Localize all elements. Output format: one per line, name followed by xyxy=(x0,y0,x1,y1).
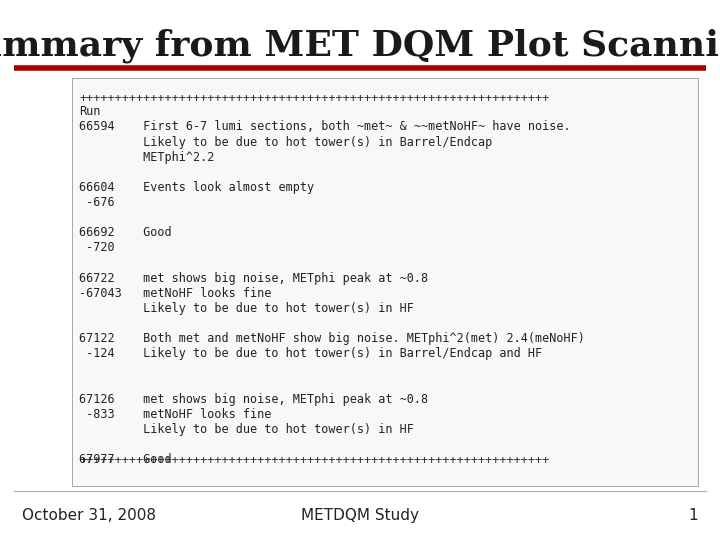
Text: Likely to be due to hot tower(s) in HF: Likely to be due to hot tower(s) in HF xyxy=(79,302,414,315)
Text: Run: Run xyxy=(79,105,101,118)
Text: ++++++++++++++++++++++++++++++++++++++++++++++++++++++++++++++++++: ++++++++++++++++++++++++++++++++++++++++… xyxy=(79,454,549,467)
Text: 66604    Events look almost empty: 66604 Events look almost empty xyxy=(79,181,315,194)
Text: 1: 1 xyxy=(689,508,698,523)
Text: Likely to be due to hot tower(s) in HF: Likely to be due to hot tower(s) in HF xyxy=(79,423,414,436)
Text: METphi^2.2: METphi^2.2 xyxy=(79,151,215,164)
Text: 67126    met shows big noise, METphi peak at ~0.8: 67126 met shows big noise, METphi peak a… xyxy=(79,393,428,406)
Text: METDQM Study: METDQM Study xyxy=(301,508,419,523)
Text: October 31, 2008: October 31, 2008 xyxy=(22,508,156,523)
Text: -833    metNoHF looks fine: -833 metNoHF looks fine xyxy=(79,408,271,421)
Text: Likely to be due to hot tower(s) in Barrel/Endcap: Likely to be due to hot tower(s) in Barr… xyxy=(79,136,492,148)
Text: 67977    Good: 67977 Good xyxy=(79,453,172,466)
Text: -720: -720 xyxy=(79,241,114,254)
Text: 66722    met shows big noise, METphi peak at ~0.8: 66722 met shows big noise, METphi peak a… xyxy=(79,272,428,285)
Text: 66594    First 6-7 lumi sections, both ~met~ & ~~metNoHF~ have noise.: 66594 First 6-7 lumi sections, both ~met… xyxy=(79,120,571,133)
Text: ++++++++++++++++++++++++++++++++++++++++++++++++++++++++++++++++++: ++++++++++++++++++++++++++++++++++++++++… xyxy=(79,92,549,105)
Text: 67122    Both met and metNoHF show big noise. METphi^2(met) 2.4(meNoHF): 67122 Both met and metNoHF show big nois… xyxy=(79,332,585,345)
Text: -676: -676 xyxy=(79,196,114,209)
Text: 66692    Good: 66692 Good xyxy=(79,226,172,239)
Text: -67043   metNoHF looks fine: -67043 metNoHF looks fine xyxy=(79,287,271,300)
FancyBboxPatch shape xyxy=(72,78,698,486)
Text: Summary from MET DQM Plot Scanning: Summary from MET DQM Plot Scanning xyxy=(0,29,720,63)
Text: -124    Likely to be due to hot tower(s) in Barrel/Endcap and HF: -124 Likely to be due to hot tower(s) in… xyxy=(79,347,542,360)
